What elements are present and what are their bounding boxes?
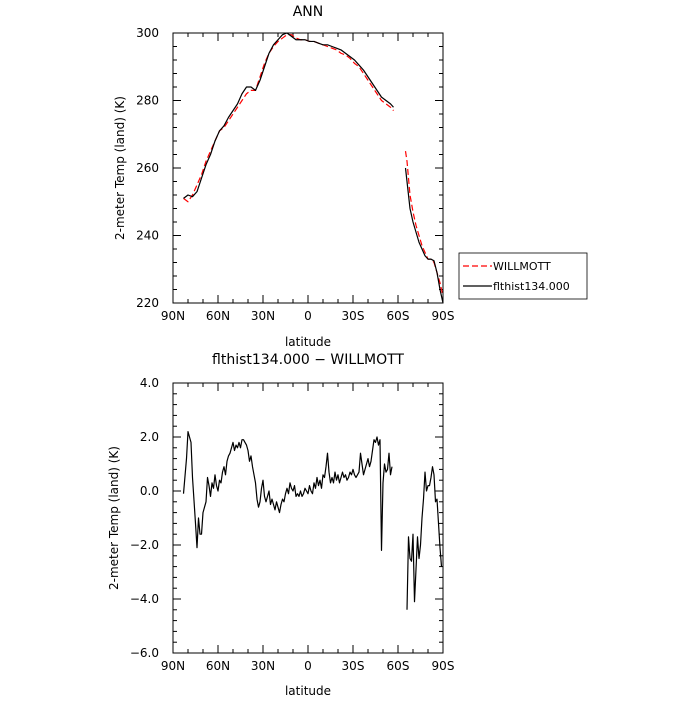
x-tick-label: 90N	[161, 309, 185, 323]
series-line	[406, 466, 443, 610]
x-tick-label: 60N	[206, 659, 230, 673]
bottom-panel: flthist134.000 − WILLMOTT 90N 60N 30N 0 30S 6…	[107, 352, 454, 698]
legend-label-flthist: flthist134.000	[493, 280, 570, 293]
series-line	[404, 167, 444, 304]
x-tick-label: 90N	[161, 659, 185, 673]
x-tick-label: 60S	[387, 309, 410, 323]
legend-label-willmott: WILLMOTT	[493, 260, 551, 273]
series-line	[182, 431, 393, 551]
bottom-y-axis-label: 2-meter Temp (land) (K)	[107, 446, 121, 590]
top-panel: ANN 90N 60N 30N 0 30S 60S 90S 220240260280300 …	[113, 4, 588, 349]
top-plot-lines	[183, 32, 444, 304]
bottom-plot-frame	[172, 382, 444, 654]
x-tick-label: 30S	[342, 659, 365, 673]
y-tick-label: 280	[136, 94, 159, 108]
x-tick-label: 30S	[342, 309, 365, 323]
y-tick-label: 240	[136, 229, 159, 243]
bottom-plot-lines	[182, 431, 443, 610]
y-tick-label: 220	[136, 296, 159, 310]
y-tick-label: −2.0	[130, 538, 159, 552]
x-tick-label: 60N	[206, 309, 230, 323]
y-tick-label: 260	[136, 161, 159, 175]
y-tick-label: −6.0	[130, 646, 159, 660]
x-tick-label: 90S	[432, 659, 455, 673]
y-tick-label: 300	[136, 26, 159, 40]
top-chart-title: ANN	[293, 4, 324, 20]
y-tick-label: 0.0	[140, 484, 159, 498]
top-y-tick-labels: 220 240 260 280 300	[136, 26, 159, 310]
bottom-chart-title: flthist134.000 − WILLMOTT	[212, 352, 404, 368]
x-tick-label: 0	[304, 309, 312, 323]
y-tick-label: −4.0	[130, 592, 159, 606]
top-y-axis-label: 2-meter Temp (land) (K)	[113, 96, 127, 240]
x-tick-label: 30N	[251, 309, 275, 323]
bottom-x-tick-labels: 90N 60N 30N 0 30S 60S 90S	[161, 659, 455, 673]
top-x-axis-label: latitude	[285, 335, 331, 349]
top-x-tick-labels: 90N 60N 30N 0 30S 60S 90S	[161, 309, 455, 323]
series-line	[404, 151, 444, 297]
x-tick-label: 30N	[251, 659, 275, 673]
x-tick-label: 0	[304, 659, 312, 673]
bottom-y-tick-labels: −6.0 −4.0 −2.0 0.0 2.0 4.0	[130, 376, 159, 660]
top-legend: WILLMOTT flthist134.000	[458, 252, 588, 300]
bottom-x-axis-label: latitude	[285, 684, 331, 698]
y-tick-label: 4.0	[140, 376, 159, 390]
legend-box	[458, 252, 588, 300]
x-tick-label: 90S	[432, 309, 455, 323]
x-tick-label: 60S	[387, 659, 410, 673]
y-tick-label: 2.0	[140, 430, 159, 444]
top-plot-frame	[172, 32, 444, 304]
series-line	[183, 32, 394, 199]
